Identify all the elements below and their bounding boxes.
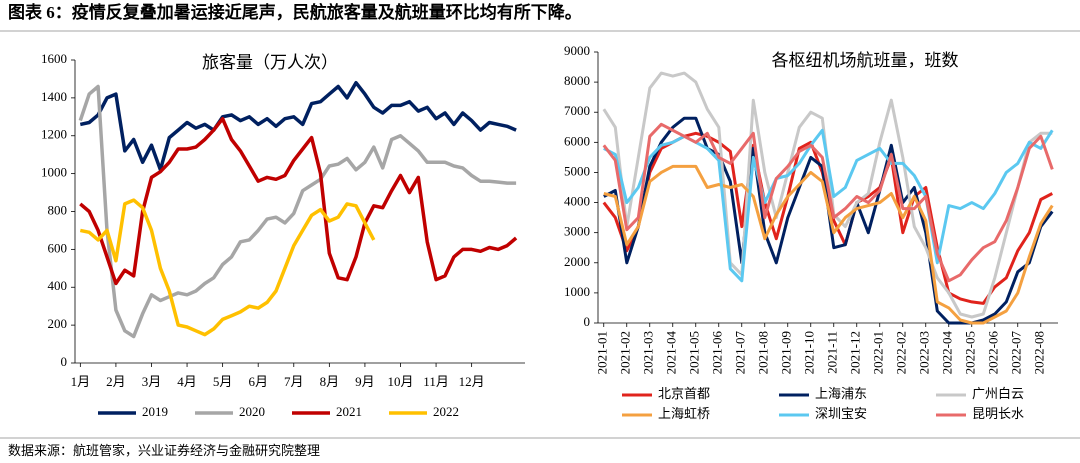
x-tick-label: 2021-04	[664, 331, 679, 375]
y-tick-label: 400	[48, 278, 68, 293]
legend-label: 昆明长水	[972, 406, 1024, 421]
series-line	[79, 80, 517, 172]
y-tick-label: 1400	[41, 89, 67, 104]
x-tick-label: 2021-05	[687, 331, 702, 374]
x-tick-label: 2022-05	[963, 331, 978, 374]
series-line	[603, 164, 1054, 325]
x-tick-label: 2021-01	[595, 331, 610, 374]
legend-label: 2022	[433, 404, 459, 419]
x-tick-label: 2022-02	[894, 331, 909, 374]
legend-label: 上海虹桥	[658, 406, 710, 421]
series-line	[79, 198, 376, 337]
x-tick-label: 6月	[248, 374, 268, 389]
x-tick-label: 3月	[142, 374, 162, 389]
x-tick-label: 2021-06	[710, 331, 725, 375]
x-tick-label: 7月	[284, 374, 304, 389]
chart-title: 各枢纽机场航班量，班数	[772, 51, 959, 70]
x-tick-label: 2021-03	[641, 331, 656, 374]
x-tick-label: 2022-07	[1009, 331, 1024, 375]
y-tick-label: 1600	[41, 51, 67, 66]
x-tick-label: 2022-06	[986, 331, 1001, 375]
legend-label: 2021	[336, 404, 362, 419]
y-tick-label: 5000	[564, 163, 590, 178]
y-tick-label: 0	[584, 314, 591, 329]
y-tick-label: 2000	[564, 254, 590, 269]
legend-label: 深圳宝安	[815, 406, 867, 421]
x-tick-label: 12月	[459, 374, 485, 389]
y-tick-label: 1000	[41, 165, 67, 180]
x-tick-label: 2021-08	[756, 331, 771, 374]
y-tick-label: 0	[61, 354, 68, 369]
legend-label: 北京首都	[658, 386, 710, 401]
legend-label: 上海浦东	[815, 386, 867, 401]
x-tick-label: 2021-10	[802, 331, 817, 374]
x-tick-label: 8月	[320, 374, 340, 389]
y-tick-label: 200	[48, 316, 68, 331]
x-tick-label: 2022-04	[940, 331, 955, 375]
y-tick-label: 4000	[564, 194, 590, 209]
legend-label: 2020	[239, 404, 265, 419]
x-tick-label: 2022-08	[1032, 331, 1047, 374]
x-tick-label: 9月	[355, 374, 375, 389]
y-tick-label: 1000	[564, 284, 590, 299]
y-tick-label: 1200	[41, 127, 67, 142]
y-tick-label: 6000	[564, 133, 590, 148]
series-line	[603, 128, 1054, 283]
legend-label: 广州白云	[972, 386, 1024, 401]
y-tick-label: 800	[48, 202, 68, 217]
x-tick-label: 2022-01	[871, 331, 886, 374]
x-tick-label: 2021-09	[779, 331, 794, 374]
page-title: 图表 6：疫情反复叠加暑运接近尾声，民航旅客量及航班量环比均有所下降。	[8, 2, 582, 22]
x-tick-label: 2021-07	[733, 331, 748, 375]
x-tick-label: 5月	[213, 374, 233, 389]
legend-label: 2019	[142, 404, 168, 419]
y-tick-label: 3000	[564, 224, 590, 239]
x-tick-label: 2022-03	[917, 331, 932, 374]
y-tick-label: 7000	[564, 103, 590, 118]
x-tick-label: 2月	[106, 374, 126, 389]
x-tick-label: 11月	[423, 374, 449, 389]
x-tick-label: 4月	[177, 374, 197, 389]
x-tick-label: 10月	[387, 374, 413, 389]
y-tick-label: 9000	[564, 43, 590, 58]
chart-title: 旅客量（万人次）	[202, 53, 338, 72]
x-tick-label: 2021-11	[825, 331, 840, 374]
x-tick-label: 1月	[71, 374, 91, 389]
x-tick-label: 2021-02	[618, 331, 633, 374]
y-tick-label: 600	[48, 240, 68, 255]
series-line	[79, 116, 518, 286]
series-line	[78, 84, 517, 339]
series-line	[602, 122, 1054, 283]
x-tick-label: 2021-12	[848, 331, 863, 374]
source-note: 数据来源：航班管家，兴业证券经济与金融研究院整理	[8, 443, 320, 458]
y-tick-label: 8000	[564, 73, 590, 88]
